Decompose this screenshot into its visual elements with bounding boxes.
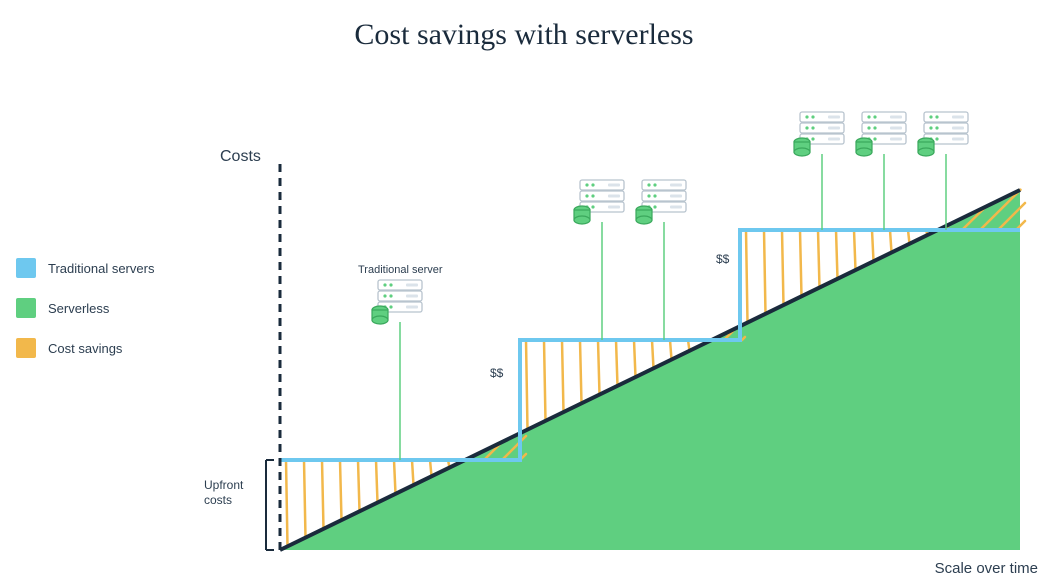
- upfront-bracket: [266, 460, 274, 550]
- page-title: Cost savings with serverless: [0, 18, 1048, 52]
- server-icon: [856, 112, 906, 156]
- server-icon: [574, 180, 624, 224]
- server-icon: [372, 280, 422, 324]
- legend-label: Traditional servers: [48, 261, 154, 276]
- legend-label: Cost savings: [48, 341, 122, 356]
- x-axis-label: Scale over time: [935, 560, 1038, 577]
- legend-swatch-savings: [16, 338, 36, 358]
- legend-item-savings: Cost savings: [16, 338, 154, 358]
- legend-swatch-traditional: [16, 258, 36, 278]
- server-icon: [794, 112, 844, 156]
- legend: Traditional servers Serverless Cost savi…: [16, 258, 154, 378]
- y-axis-label: Costs: [220, 148, 261, 166]
- chart-area: [260, 150, 1020, 550]
- cost-chart: [260, 150, 1020, 550]
- server-icon: [636, 180, 686, 224]
- legend-item-serverless: Serverless: [16, 298, 154, 318]
- legend-item-traditional: Traditional servers: [16, 258, 154, 278]
- server-icon: [918, 112, 968, 156]
- legend-label: Serverless: [48, 301, 109, 316]
- upfront-costs-label: Upfront costs: [204, 478, 243, 508]
- legend-swatch-serverless: [16, 298, 36, 318]
